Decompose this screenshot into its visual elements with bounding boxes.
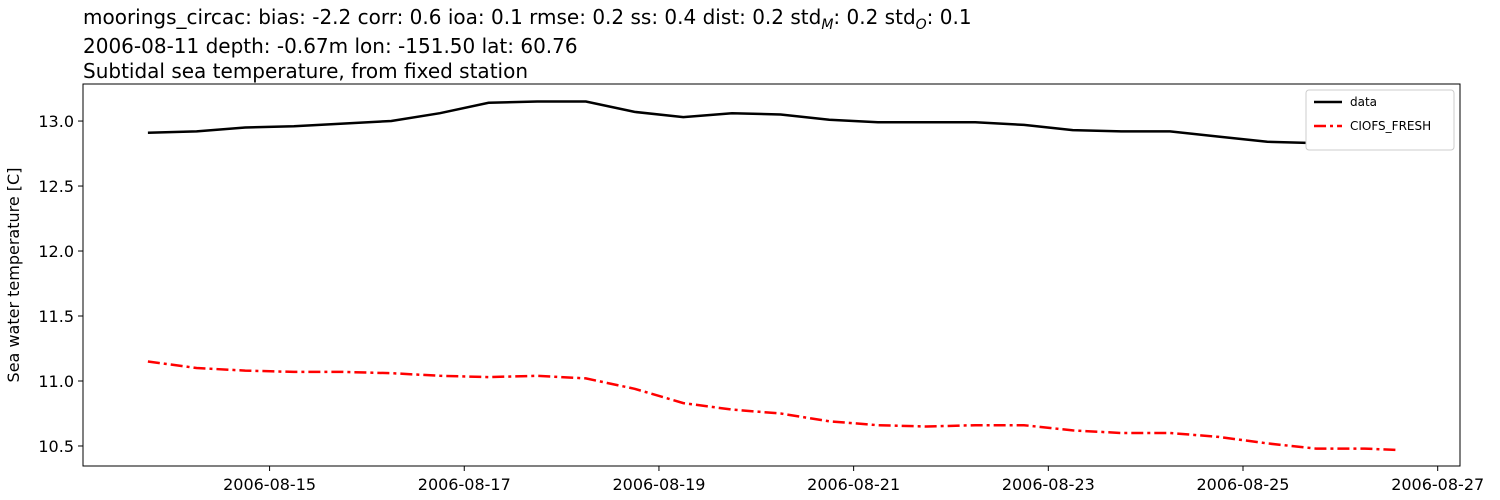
data-line <box>147 360 1398 452</box>
y-tick-label: 11.0 <box>38 372 74 391</box>
x-tick-label: 2006-08-25 <box>1197 475 1290 494</box>
x-tick-label: 2006-08-23 <box>1002 475 1095 494</box>
legend-label: CIOFS_FRESH <box>1350 119 1431 133</box>
chart-subtitle: 2006-08-11 depth: -0.67m lon: -151.50 la… <box>83 34 578 58</box>
x-tick-label: 2006-08-17 <box>418 475 511 494</box>
title-subscript: M <box>821 17 833 33</box>
data-line <box>147 100 1398 145</box>
title-part: : 0.1 <box>927 5 972 29</box>
legend-label: data <box>1350 95 1377 109</box>
y-tick-label: 12.5 <box>38 177 74 196</box>
chart-title: moorings_circac: bias: -2.2 corr: 0.6 io… <box>83 5 972 33</box>
y-tick-label: 13.0 <box>38 112 74 131</box>
chart-subtitle: Subtidal sea temperature, from fixed sta… <box>83 59 528 83</box>
x-tick-label: 2006-08-19 <box>612 475 705 494</box>
x-tick-label: 2006-08-21 <box>807 475 900 494</box>
legend-box <box>1305 89 1455 151</box>
x-tick-label: 2006-08-27 <box>1391 475 1484 494</box>
title-part: : 0.2 std <box>833 5 915 29</box>
x-tick-label: 2006-08-15 <box>223 475 316 494</box>
y-axis-label: Sea water temperature [C] <box>4 168 23 383</box>
y-tick-label: 10.5 <box>38 437 74 456</box>
title-subscript: O <box>916 17 927 33</box>
plot-frame <box>82 83 1461 467</box>
y-tick-label: 11.5 <box>38 307 74 326</box>
y-tick-label: 12.0 <box>38 242 74 261</box>
title-part: moorings_circac: bias: -2.2 corr: 0.6 io… <box>83 5 821 29</box>
